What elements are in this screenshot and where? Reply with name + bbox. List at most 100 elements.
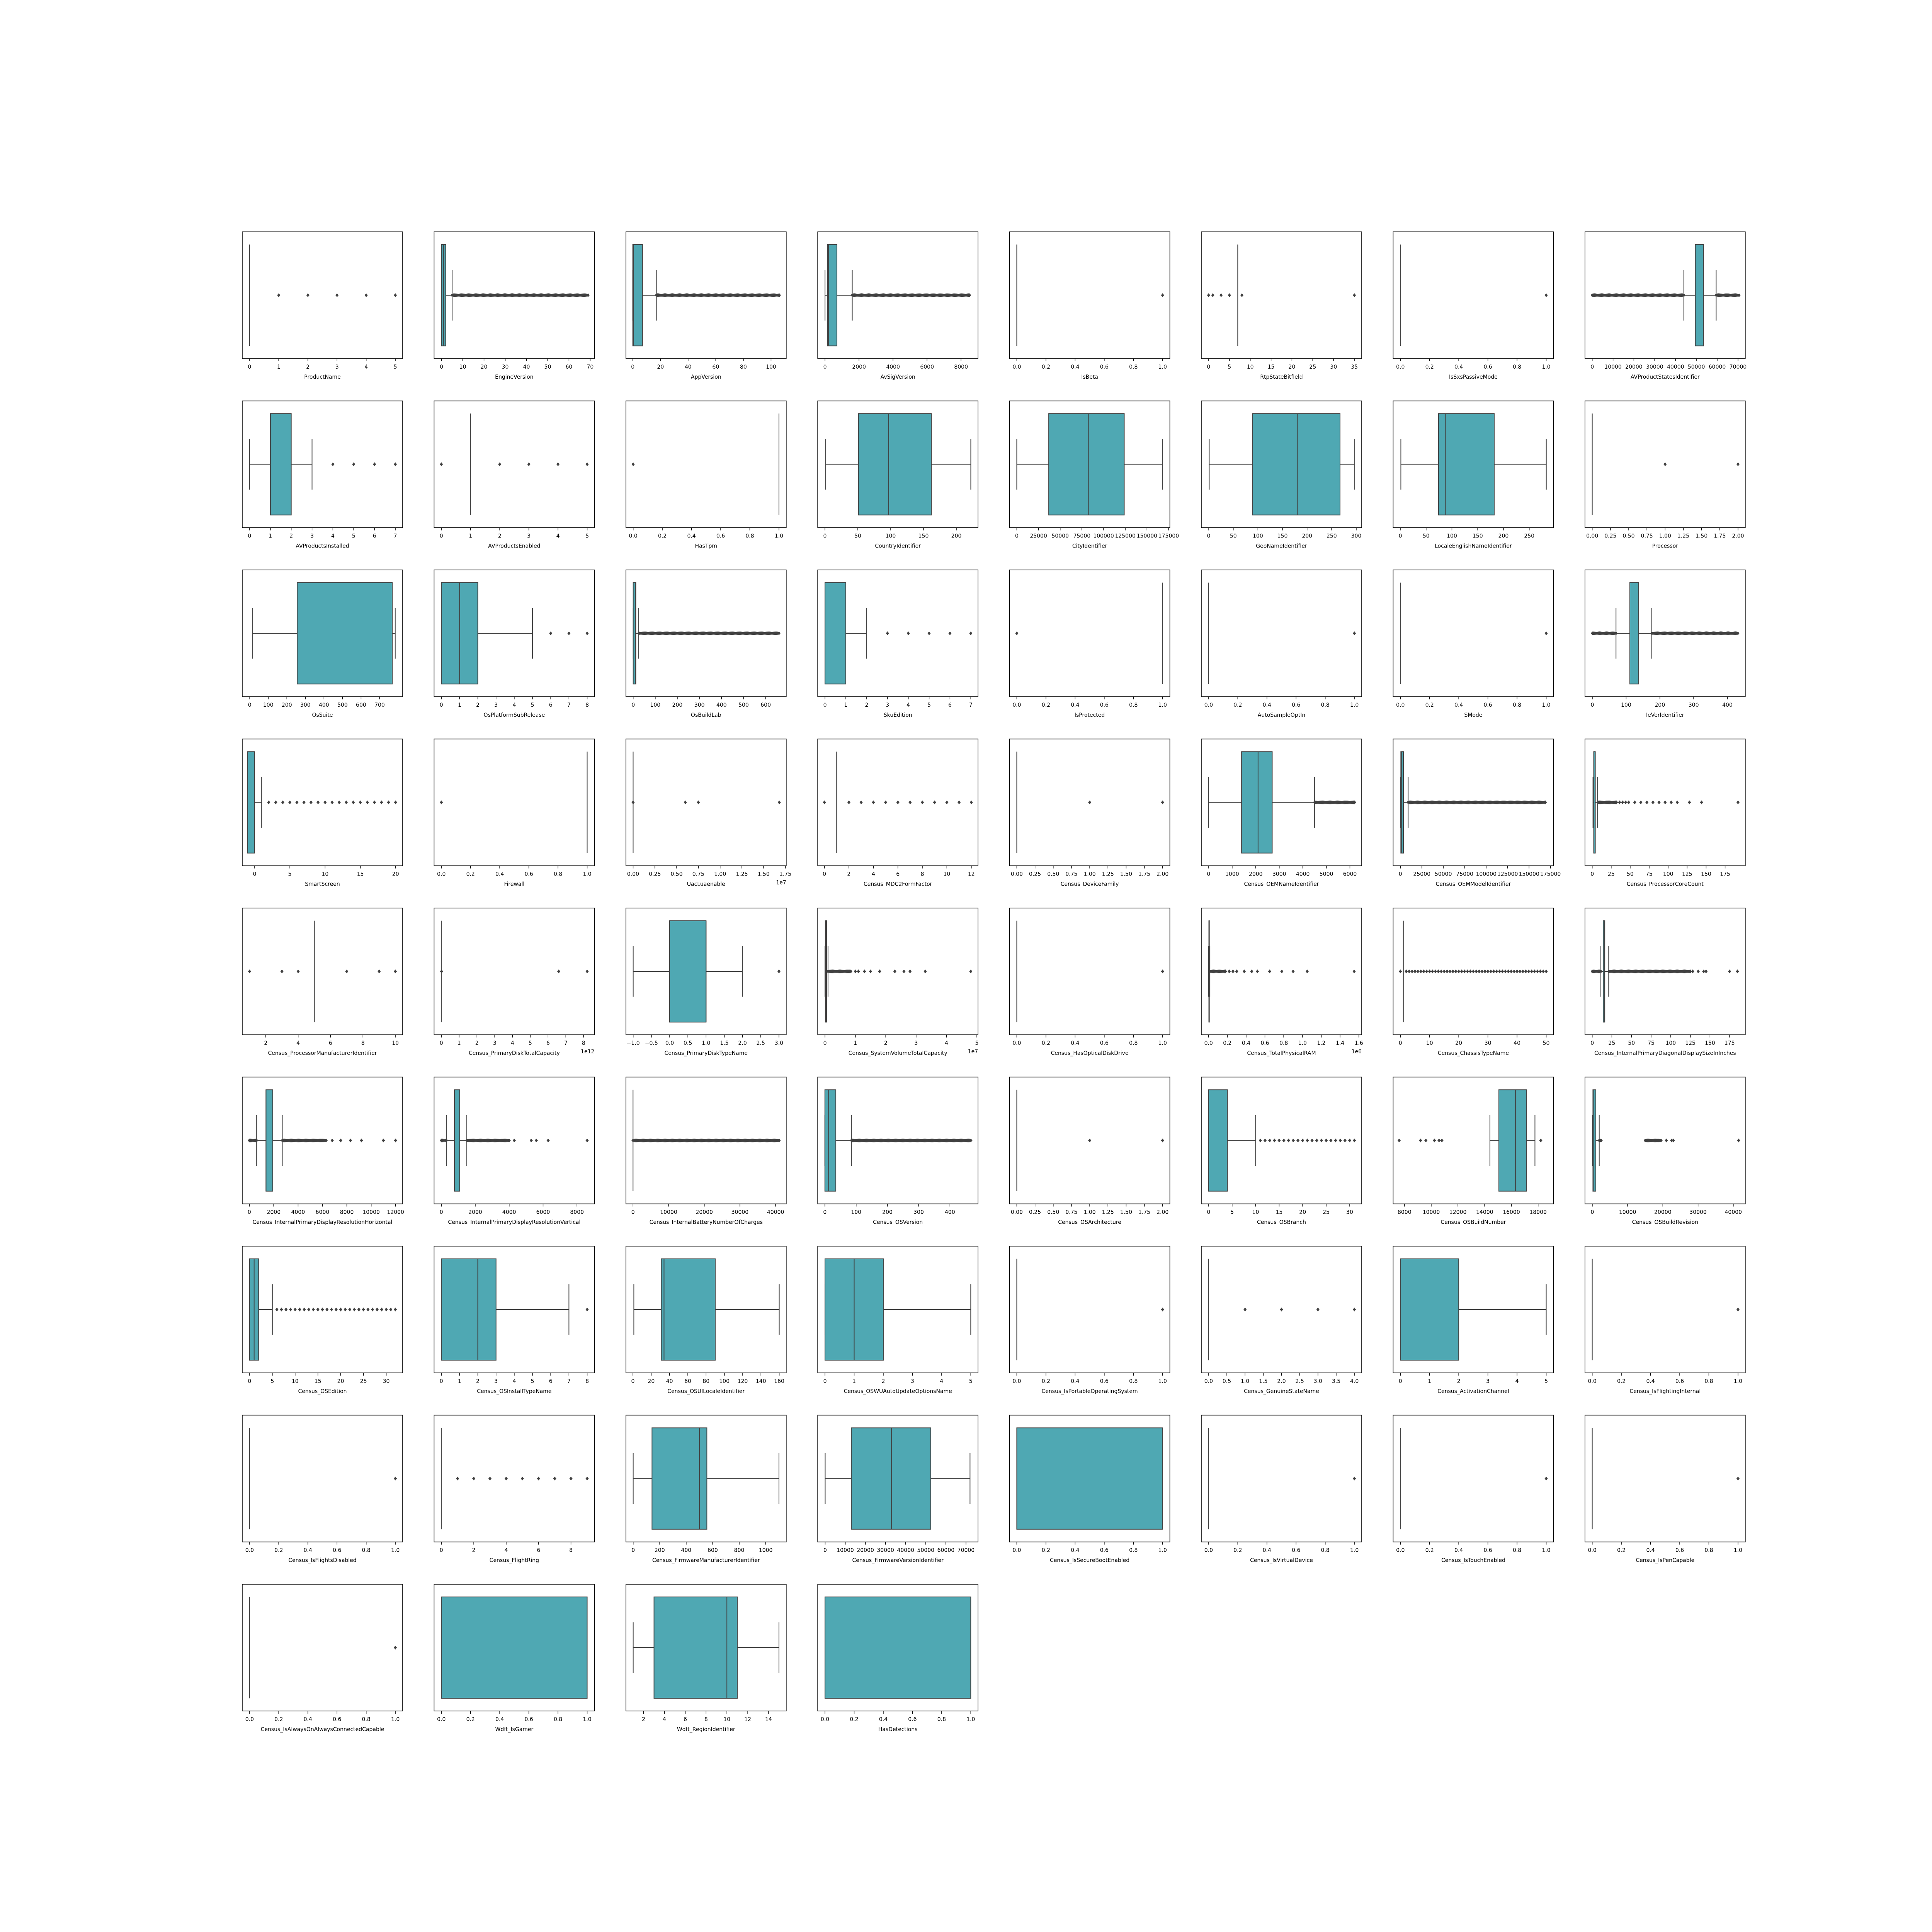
axes-frame — [242, 570, 403, 697]
outlier-point — [337, 800, 341, 804]
x-tick-label: 1.25 — [1102, 1209, 1114, 1216]
axes-frame — [817, 570, 978, 697]
box-iqr — [265, 1089, 273, 1192]
x-tick-label: 0.6 — [716, 533, 725, 539]
x-tick-label: 30 — [502, 364, 509, 370]
x-tick-label: 2 — [884, 1040, 888, 1046]
outlier-point — [585, 631, 589, 635]
outlier-point — [1544, 631, 1548, 635]
outlier-point — [394, 1476, 397, 1481]
x-tick-label: 4 — [945, 1040, 948, 1046]
x-tick-label: 0.25 — [1029, 871, 1041, 878]
x-tick-label: 3 — [493, 1040, 497, 1046]
x-tick-label: 0.0 — [1588, 1378, 1597, 1384]
outlier-point — [382, 1138, 385, 1143]
x-tick-label: 5 — [969, 1378, 973, 1384]
outlier-point — [1700, 800, 1703, 804]
x-axis-label: Census_OSBranch — [1257, 1219, 1306, 1226]
x-tick-label: 2.00 — [1732, 533, 1744, 539]
outlier-point — [1736, 1476, 1740, 1481]
outlier-point — [1696, 969, 1700, 973]
axes-frame — [1584, 1077, 1746, 1204]
outlier-point — [557, 969, 560, 973]
x-tick-label: 0.2 — [1042, 1378, 1050, 1384]
x-tick-label: 0.0 — [1012, 1040, 1021, 1046]
axes-frame — [817, 908, 978, 1035]
outlier-point — [281, 800, 284, 804]
x-tick-label: 0.6 — [1100, 1040, 1109, 1046]
x-tick-label: 1 — [277, 364, 281, 370]
x-tick-label: 0.8 — [937, 1716, 946, 1723]
x-tick-label: 0.2 — [1617, 1378, 1626, 1384]
x-tick-label: 0.6 — [1260, 1040, 1269, 1046]
x-axis-label: Census_IsSecureBootEnabled — [1050, 1558, 1129, 1564]
x-axis-label: Census_OEMModelIdentifier — [1436, 881, 1511, 888]
axes-frame — [1393, 1415, 1554, 1543]
x-axis-label: Census_PrimaryDiskTotalCapacity — [469, 1050, 560, 1056]
x-tick-label: 1 — [458, 1378, 461, 1384]
x-tick-label: 1.0 — [1350, 702, 1359, 708]
x-tick-label: 0.8 — [1279, 1040, 1288, 1046]
axes-frame — [1393, 738, 1554, 866]
x-tick-label: 2 — [289, 533, 293, 539]
x-tick-label: 0 — [823, 1548, 827, 1554]
x-tick-label: 0 — [248, 364, 251, 370]
x-tick-label: 200 — [282, 702, 292, 708]
outlier-point — [948, 631, 952, 635]
x-tick-label: 8 — [704, 1716, 708, 1723]
x-axis-label: Firewall — [504, 881, 525, 888]
outlier-point — [1280, 969, 1284, 973]
axes-frame — [434, 738, 595, 866]
x-tick-label: 0.8 — [554, 871, 562, 878]
x-tick-label: 0.8 — [362, 1716, 371, 1723]
outlier-point — [330, 1308, 333, 1311]
x-axis-label: Census_DeviceFamily — [1061, 881, 1119, 888]
x-tick-label: 60000 — [1709, 364, 1726, 370]
outlier-point — [1231, 969, 1235, 973]
outlier-point — [1259, 1138, 1262, 1143]
box-iqr — [1016, 1427, 1163, 1530]
outlier-point — [1621, 800, 1624, 804]
x-tick-label: 150 — [1705, 1040, 1715, 1046]
x-tick-label: 150 — [1701, 871, 1711, 878]
x-tick-label: 5 — [1228, 364, 1231, 370]
x-tick-label: 0.00 — [627, 871, 639, 878]
outlier-point — [394, 1646, 397, 1650]
outlier-point — [1536, 969, 1539, 973]
axes-frame — [1201, 570, 1362, 697]
x-tick-label: 1.75 — [779, 871, 791, 878]
axis-multiplier-label: 1e12 — [581, 1049, 594, 1055]
x-tick-label: 0.0 — [437, 871, 446, 878]
x-axis-label: ProductName — [304, 374, 340, 380]
axis-multiplier-label: 1e7 — [776, 880, 786, 886]
boxplot-panel: 0.0 0.2 0.4 0.6 0.8 1.0 Census_IsPenCapable — [1584, 1415, 1746, 1564]
x-tick-label: 40000 — [897, 1548, 914, 1554]
outlier-point — [1501, 969, 1504, 973]
boxplot-panel: 0 1 2 3 4 5 6 7 8 1e12 Census_PrimaryDiskTotalCapa… — [434, 908, 595, 1056]
x-axis-label: SmartScreen — [305, 881, 340, 888]
outlier-point — [1161, 800, 1164, 804]
outlier-point — [886, 631, 889, 635]
x-tick-label: 2000 — [1249, 871, 1263, 878]
x-tick-label: 0 — [1207, 1209, 1210, 1216]
outlier-point — [1691, 969, 1694, 973]
outlier-point — [445, 1138, 448, 1143]
outlier-point — [893, 969, 896, 973]
x-tick-label: 0 — [1399, 1378, 1402, 1384]
x-tick-label: 0 — [631, 1378, 635, 1384]
x-tick-label: 0.8 — [1513, 1548, 1521, 1554]
outlier-point — [1243, 1308, 1247, 1311]
x-tick-label: 1.0 — [1298, 1040, 1307, 1046]
x-tick-label: 5 — [975, 1040, 979, 1046]
x-tick-label: 70000 — [1730, 364, 1747, 370]
x-tick-label: 800 — [734, 1548, 745, 1554]
outlier-point — [1338, 1138, 1342, 1143]
x-tick-label: 1.0 — [1542, 1548, 1550, 1554]
outlier-point — [1688, 800, 1691, 804]
outlier-point — [1228, 293, 1231, 297]
box-iqr — [825, 582, 846, 685]
x-tick-label: 3 — [335, 364, 339, 370]
x-tick-label: 400 — [1722, 702, 1733, 708]
x-tick-label: 1.25 — [1677, 533, 1689, 539]
outlier-point — [1454, 969, 1458, 973]
